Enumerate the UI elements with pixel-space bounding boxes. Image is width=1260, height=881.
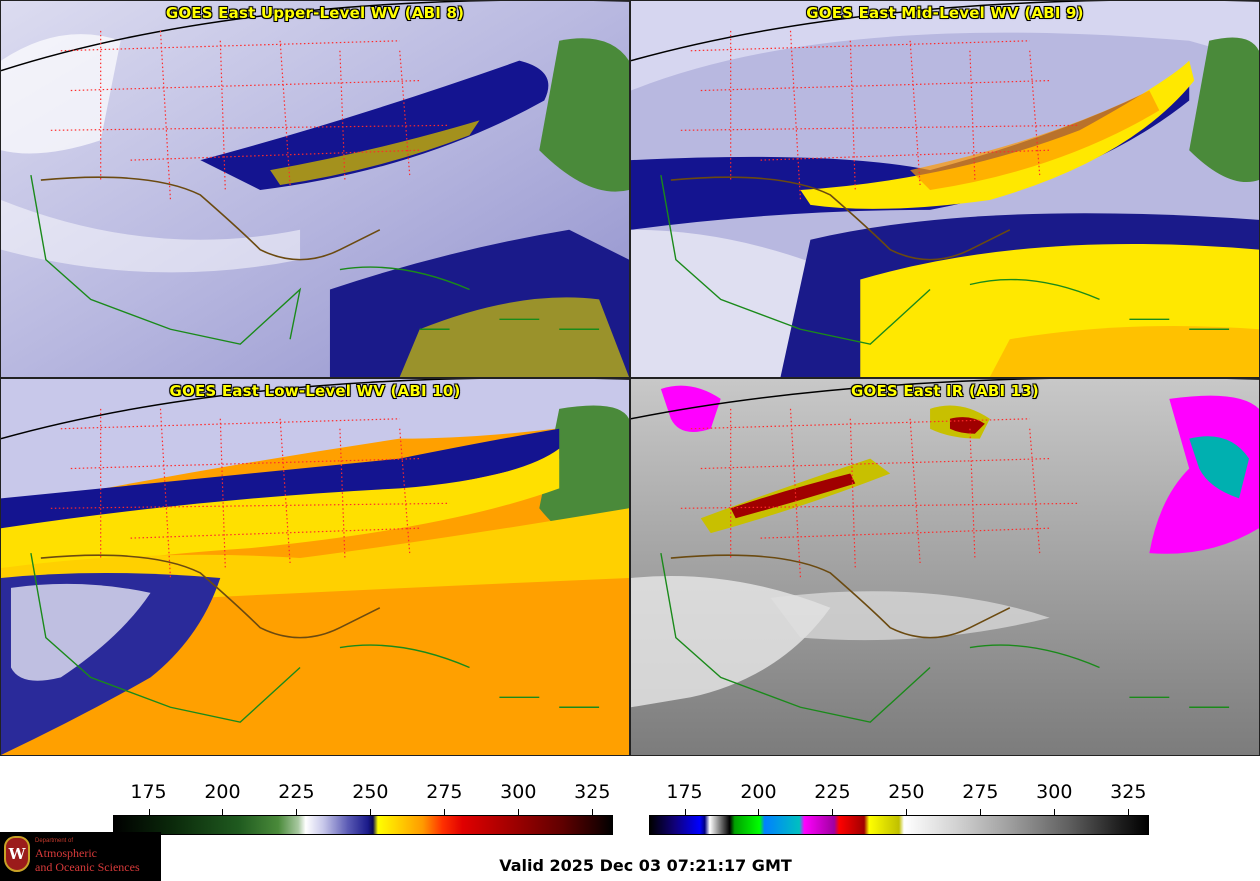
colorbar-wv: 175 200 225 250 275 300 325 xyxy=(113,781,613,841)
panel-low-level-wv: GOES East Low-Level WV (ABI 10) xyxy=(0,378,630,756)
colorbar-tick-label: 225 xyxy=(278,781,315,803)
colorbar-tick-label: 275 xyxy=(426,781,463,803)
panel-ir: GOES East IR (ABI 13) xyxy=(630,378,1260,756)
colorbar-tick-label: 250 xyxy=(888,781,925,803)
aos-logo: W Department of Atmospheric and Oceanic … xyxy=(0,832,161,881)
panel-title: GOES East Low-Level WV (ABI 10) xyxy=(169,382,461,400)
logo-line-1: Atmospheric xyxy=(35,846,97,860)
colorbar-tick-mark xyxy=(222,809,224,815)
colorbar-ticks: 175 200 225 250 275 300 325 xyxy=(113,781,613,815)
colorbar-tick-label: 325 xyxy=(1110,781,1147,803)
colorbar-tick-label: 175 xyxy=(130,781,167,803)
panel-mid-level-wv: GOES East Mid-Level WV (ABI 9) xyxy=(630,0,1260,378)
satellite-image-upper-level-wv xyxy=(1,1,629,377)
uw-seal-icon: W xyxy=(4,836,30,872)
logo-dept-text: Department of xyxy=(35,838,74,844)
colorbar-tick-label: 275 xyxy=(962,781,999,803)
colorbar-wv-gradient xyxy=(113,815,613,835)
panel-title: GOES East Mid-Level WV (ABI 9) xyxy=(806,4,1084,22)
colorbar-ticks: 175 200 225 250 275 300 325 xyxy=(649,781,1149,815)
colorbar-tick-mark xyxy=(980,809,982,815)
colorbar-tick-label: 250 xyxy=(352,781,389,803)
colorbar-tick-mark xyxy=(370,809,372,815)
panel-upper-level-wv: GOES East Upper-Level WV (ABI 8) xyxy=(0,0,630,378)
colorbar-tick-mark xyxy=(148,809,150,815)
colorbar-tick-mark xyxy=(518,809,520,815)
colorbar-tick-label: 200 xyxy=(740,781,777,803)
colorbar-tick-mark xyxy=(832,809,834,815)
colorbar-tick-label: 200 xyxy=(204,781,241,803)
satellite-image-mid-level-wv xyxy=(631,1,1259,377)
panel-title: GOES East Upper-Level WV (ABI 8) xyxy=(165,4,465,22)
colorbar-tick-mark xyxy=(444,809,446,815)
satellite-image-low-level-wv xyxy=(1,379,629,755)
colorbar-tick-label: 300 xyxy=(1036,781,1073,803)
panel-title: GOES East IR (ABI 13) xyxy=(850,382,1039,400)
colorbar-tick-mark xyxy=(1054,809,1056,815)
satellite-image-ir xyxy=(631,379,1259,755)
colorbar-tick-mark xyxy=(684,809,686,815)
logo-line-2: and Oceanic Sciences xyxy=(35,860,140,874)
colorbar-ir: 175 200 225 250 275 300 325 xyxy=(649,781,1149,841)
colorbar-tick-mark xyxy=(906,809,908,815)
colorbar-tick-label: 175 xyxy=(666,781,703,803)
valid-time: Valid 2025 Dec 03 07:21:17 GMT xyxy=(499,856,792,875)
colorbar-tick-mark xyxy=(758,809,760,815)
colorbar-tick-mark xyxy=(592,809,594,815)
colorbar-tick-label: 325 xyxy=(574,781,611,803)
colorbar-ir-gradient xyxy=(649,815,1149,835)
colorbar-tick-mark xyxy=(1128,809,1130,815)
colorbar-tick-mark xyxy=(296,809,298,815)
colorbar-tick-label: 225 xyxy=(814,781,851,803)
colorbar-tick-label: 300 xyxy=(500,781,537,803)
